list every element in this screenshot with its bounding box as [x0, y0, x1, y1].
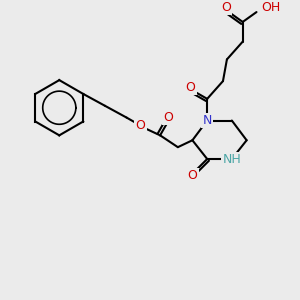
Text: O: O [188, 169, 197, 182]
Text: N: N [202, 114, 212, 127]
Text: O: O [185, 80, 195, 94]
Text: O: O [221, 1, 231, 13]
Text: NH: NH [223, 154, 241, 166]
Text: O: O [135, 119, 145, 132]
Text: O: O [163, 111, 173, 124]
Text: OH: OH [261, 1, 281, 13]
